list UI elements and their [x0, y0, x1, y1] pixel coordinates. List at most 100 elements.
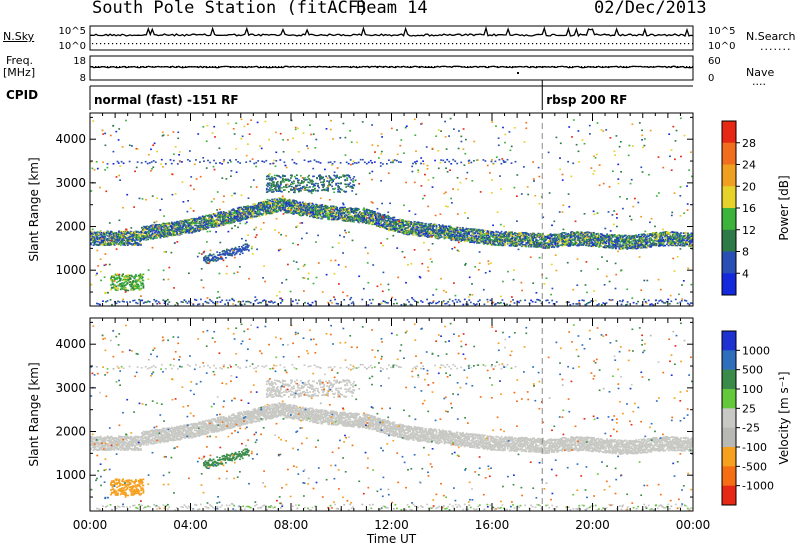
range-cell	[500, 230, 503, 233]
range-cell	[190, 226, 192, 228]
noise-strip: 10^5 10^0 10^5 10^0	[59, 25, 735, 52]
range-cell	[191, 219, 193, 221]
range-cell	[186, 227, 189, 229]
range-cell	[221, 222, 223, 225]
range-cell	[214, 220, 217, 223]
noise-dot	[284, 43, 286, 45]
nave-dot	[404, 66, 406, 68]
range-cell	[426, 230, 429, 233]
range-cell	[216, 225, 219, 228]
range-cell	[375, 222, 378, 224]
range-cell	[196, 219, 199, 221]
range-cell	[363, 221, 366, 223]
range-cell	[170, 222, 173, 225]
noise-dot	[372, 43, 374, 45]
noise-dot	[460, 43, 462, 45]
range-cell	[537, 239, 540, 242]
range-cell	[530, 245, 533, 248]
range-cell	[394, 230, 397, 232]
range-cell	[293, 213, 295, 215]
range-cell	[119, 238, 121, 240]
range-cell	[229, 222, 232, 225]
range-cell	[174, 231, 177, 234]
nave-dot	[254, 66, 256, 68]
range-cell	[227, 216, 229, 219]
range-cell	[163, 230, 166, 233]
nave-dot	[164, 66, 166, 68]
range-cell	[217, 213, 220, 215]
range-cell	[462, 226, 464, 229]
range-cell	[309, 202, 312, 205]
noise-dot	[184, 43, 186, 45]
range-cell	[171, 227, 174, 230]
range-cell	[532, 237, 535, 240]
range-cell	[120, 235, 123, 238]
range-cell	[218, 223, 221, 225]
range-cell	[483, 234, 485, 237]
range-cell	[496, 233, 499, 236]
range-cell	[113, 239, 116, 242]
range-cell	[208, 214, 211, 216]
range-cell	[297, 209, 300, 211]
range-cell	[404, 227, 407, 229]
noise-dot	[428, 43, 430, 45]
noise-dot	[600, 43, 602, 45]
range-cell	[240, 206, 243, 209]
nave-dot	[161, 66, 163, 68]
range-cell	[312, 209, 315, 212]
range-cell	[301, 209, 303, 212]
noise-dot	[400, 43, 402, 45]
range-cell	[396, 227, 399, 230]
nave-dot	[389, 66, 391, 68]
noise-dot	[100, 43, 102, 45]
nave-dot	[323, 66, 325, 68]
range-cell	[295, 208, 298, 210]
range-cell	[175, 228, 178, 231]
range-cell	[100, 242, 103, 244]
range-cell	[148, 231, 151, 233]
range-cell	[253, 209, 256, 212]
range-cell	[113, 244, 116, 246]
range-cell	[214, 223, 217, 225]
range-cell	[284, 198, 287, 201]
range-cell	[161, 225, 163, 228]
range-cell	[215, 215, 218, 217]
range-cell	[223, 218, 226, 221]
range-cell	[145, 232, 148, 235]
range-cell	[341, 212, 344, 215]
nave-dot	[596, 66, 598, 68]
nave-dot	[476, 66, 478, 68]
range-cell	[139, 240, 141, 243]
nave-dot	[140, 66, 142, 68]
range-cell	[271, 209, 273, 212]
range-cell	[250, 209, 253, 211]
range-cell	[281, 207, 284, 209]
range-cell	[248, 214, 251, 216]
range-cell	[114, 236, 117, 239]
range-cell	[240, 213, 243, 216]
range-cell	[256, 210, 258, 213]
range-cell	[481, 233, 484, 236]
range-cell	[152, 225, 155, 227]
range-cell	[119, 236, 122, 239]
range-cell	[301, 201, 304, 204]
range-cell	[272, 207, 274, 209]
range-cell	[306, 214, 309, 217]
nave-dot	[680, 66, 682, 68]
range-cell	[199, 228, 202, 231]
range-cell	[288, 203, 291, 206]
range-cell	[179, 224, 182, 227]
range-cell	[98, 232, 101, 235]
range-cell	[168, 222, 171, 224]
range-cell	[263, 204, 265, 207]
nave-dot	[218, 66, 220, 68]
range-cell	[191, 223, 193, 226]
range-cell	[170, 228, 173, 231]
range-cell	[243, 213, 246, 216]
range-cell	[304, 202, 307, 204]
range-cell	[209, 222, 212, 224]
range-cell	[239, 212, 242, 215]
range-cell	[161, 235, 163, 237]
range-cell	[393, 216, 396, 219]
range-cell	[284, 207, 287, 209]
